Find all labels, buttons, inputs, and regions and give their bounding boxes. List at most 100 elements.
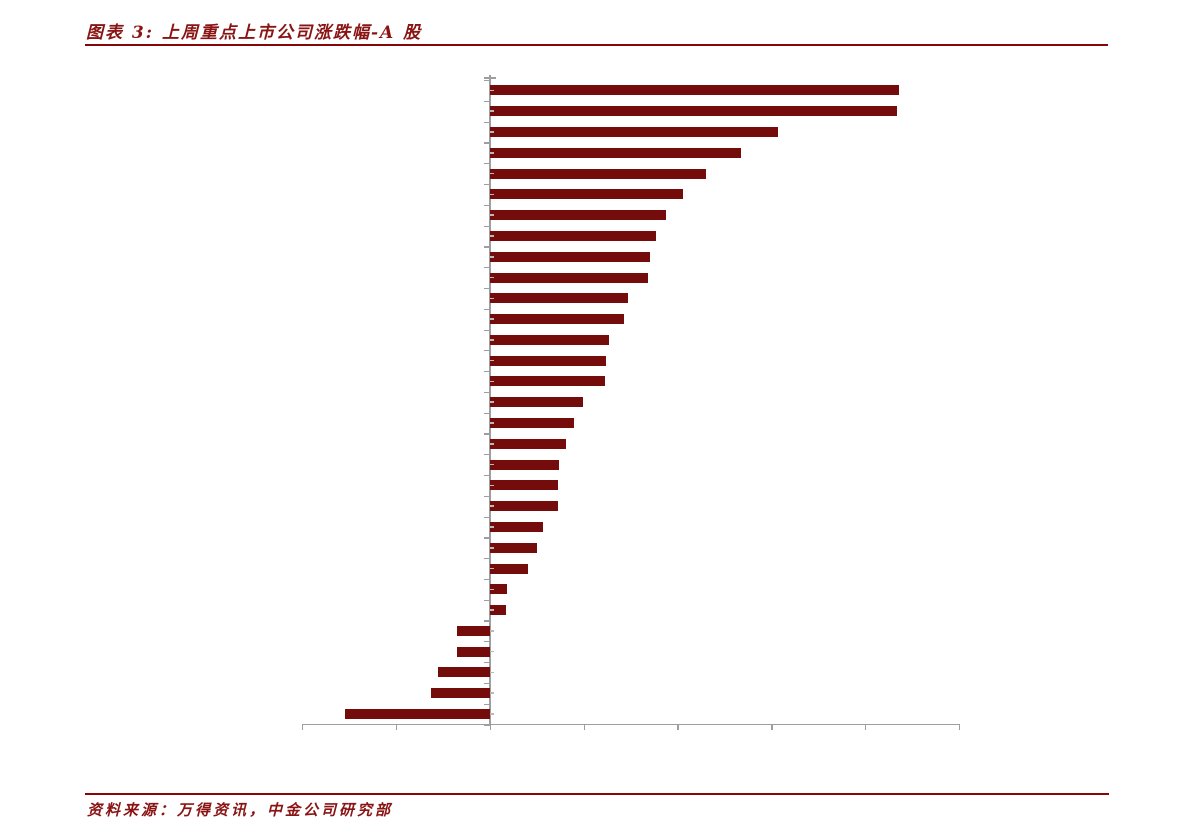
bar-base-tick — [490, 359, 495, 362]
bar-base-tick — [490, 318, 495, 320]
bar — [457, 646, 490, 657]
y-axis-tick — [484, 100, 490, 103]
y-axis-tick — [484, 578, 490, 581]
bar — [490, 85, 900, 96]
bar — [490, 438, 567, 449]
chart-title: 图表 3: 上周重点上市公司涨跌幅-A 股 — [86, 23, 423, 43]
bar — [490, 127, 779, 138]
y-axis-tick — [484, 371, 490, 373]
bar-base-tick — [490, 630, 495, 632]
x-axis-tick — [865, 724, 867, 730]
bar — [490, 147, 741, 158]
y-axis-tick — [484, 287, 490, 290]
x-axis — [302, 723, 960, 725]
bar — [490, 584, 507, 595]
bar-base-tick — [490, 255, 495, 258]
y-axis-tick — [484, 308, 490, 310]
bar — [345, 709, 490, 719]
bar-base-tick — [490, 89, 495, 92]
bar — [490, 459, 559, 470]
bar — [490, 210, 667, 221]
y-axis-tick — [484, 80, 490, 82]
y-axis-tick — [484, 204, 490, 206]
bar-base-tick — [490, 546, 495, 549]
y-axis-tick — [484, 184, 490, 186]
bar-base-tick — [490, 692, 495, 695]
y-axis-tick — [484, 495, 490, 497]
bar-base-tick — [490, 463, 495, 466]
bar-base-tick — [490, 526, 495, 528]
bar-base-tick — [490, 110, 495, 113]
x-axis-tick — [489, 724, 491, 730]
y-axis-tick — [484, 433, 490, 435]
title-divider — [85, 44, 1108, 46]
bar — [457, 625, 490, 636]
bar — [490, 501, 558, 512]
y-axis-tick — [484, 225, 490, 227]
bar-base-tick — [490, 567, 495, 570]
y-axis-tick — [484, 474, 490, 477]
bar-base-tick — [490, 276, 495, 279]
bar — [490, 397, 583, 408]
bar — [490, 563, 529, 574]
y-axis-tick — [484, 620, 490, 622]
y-axis-tick — [484, 454, 490, 456]
y-axis-tick — [484, 724, 490, 726]
bar — [490, 189, 684, 200]
bar-base-tick — [490, 443, 495, 445]
y-axis-tick — [484, 246, 490, 248]
y-axis-tick — [484, 641, 490, 643]
bar — [490, 605, 506, 616]
y-axis-tick — [484, 329, 490, 331]
bar-base-tick — [490, 671, 495, 674]
bar — [490, 542, 537, 553]
bar-base-tick — [490, 713, 495, 715]
y-axis-tick — [484, 558, 490, 560]
y-axis-tick — [484, 682, 490, 685]
bar-base-tick — [490, 422, 495, 424]
y-axis-tick — [484, 267, 490, 269]
bar — [490, 168, 706, 179]
bar — [490, 418, 575, 429]
x-axis-tick — [958, 724, 961, 730]
bar-base-tick — [490, 297, 495, 300]
bar — [490, 106, 898, 117]
bar-base-tick — [490, 235, 495, 237]
y-axis-tick — [484, 391, 490, 394]
bar-base-tick — [490, 609, 495, 611]
bar-base-tick — [490, 401, 495, 404]
bar — [490, 376, 606, 387]
bar — [490, 480, 558, 491]
y-axis-tick — [484, 412, 490, 414]
x-axis-tick — [583, 724, 585, 730]
bar — [490, 355, 607, 366]
bar — [430, 688, 490, 699]
bar-base-tick — [490, 588, 495, 591]
x-axis-tick — [771, 724, 773, 730]
x-axis-tick — [677, 724, 679, 730]
x-axis-tick — [302, 724, 304, 730]
bar-base-tick — [490, 193, 495, 196]
bar-base-tick — [490, 214, 495, 216]
bar — [490, 293, 628, 304]
y-axis-tick — [484, 537, 490, 539]
bar — [490, 334, 610, 345]
y-axis-tick — [484, 516, 490, 518]
bar — [490, 272, 648, 283]
footer-divider — [85, 793, 1109, 795]
bar-base-tick — [490, 152, 495, 154]
y-axis-tick — [484, 163, 490, 165]
source-note: 资料来源：万得资讯，中金公司研究部 — [87, 801, 394, 819]
bar-base-tick — [490, 650, 495, 653]
bar-base-tick — [490, 505, 495, 507]
bar-base-tick — [490, 131, 495, 133]
y-axis-endcap-tick — [484, 76, 496, 79]
x-axis-tick — [395, 724, 398, 730]
bar-base-tick — [490, 339, 495, 341]
bar — [490, 314, 625, 325]
bar — [490, 230, 657, 241]
bar — [490, 251, 650, 262]
bar — [438, 667, 490, 678]
